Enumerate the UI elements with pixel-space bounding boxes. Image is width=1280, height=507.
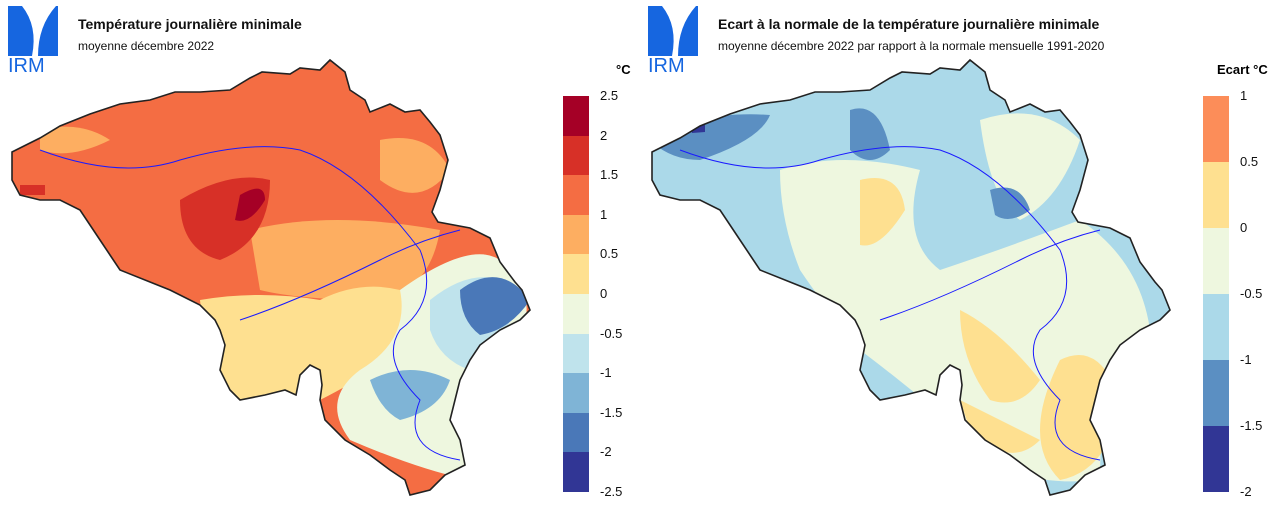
- map-anomaly: [652, 60, 1170, 495]
- legend-tick: -1.5: [600, 404, 623, 420]
- legend-swatch: [563, 214, 589, 255]
- legend-tick: -2: [1240, 484, 1252, 499]
- legend-swatch: [563, 175, 589, 215]
- legend-swatch: [1203, 162, 1229, 228]
- map-title: Température journalière minimale: [78, 16, 302, 32]
- legend-tick: 0: [1240, 220, 1248, 235]
- legend-tick: 2: [600, 127, 608, 143]
- map-title: Ecart à la normale de la température jou…: [718, 16, 1100, 32]
- legend-tick: 1: [600, 206, 608, 222]
- legend-tick: 2.5: [600, 88, 619, 103]
- legend-tick: -0.5: [1240, 286, 1263, 301]
- rivers-left: [39, 146, 461, 461]
- irm-logo: IRM: [648, 6, 698, 79]
- svg-text:IRM: IRM: [648, 55, 685, 74]
- legend-tick: 0.5: [600, 246, 619, 262]
- map-subtitle: moyenne décembre 2022 par rapport à la n…: [718, 39, 1105, 53]
- legend-swatch: [563, 254, 589, 294]
- legend-swatch: [563, 294, 589, 334]
- legend-swatch: [1203, 96, 1229, 162]
- legend-swatch: [563, 373, 589, 413]
- legend-swatch: [1203, 426, 1229, 492]
- map-subtitle: moyenne décembre 2022: [78, 39, 215, 53]
- irm-logo: IRM: [8, 6, 58, 79]
- legend-tick: 0.5: [1240, 154, 1259, 169]
- legend-swatch: [563, 452, 589, 492]
- legend-tick: -2.5: [600, 484, 623, 499]
- rivers-right: [679, 146, 1101, 461]
- svg-text:IRM: IRM: [8, 55, 45, 74]
- legend-tick: -0.5: [600, 325, 623, 341]
- legend-tick: 1: [1240, 88, 1248, 103]
- legend-tick: -1: [600, 365, 612, 381]
- legend-tick: 0: [600, 286, 608, 301]
- legend-unit: °C: [616, 62, 631, 77]
- map-min-temperature: [12, 60, 530, 495]
- legend-tick: 1.5: [600, 167, 619, 183]
- legend-swatch: [1203, 228, 1229, 294]
- legend-swatch: [563, 135, 589, 176]
- legend-unit: Ecart °C: [1217, 62, 1268, 77]
- legend-swatch: [1203, 294, 1229, 360]
- legend-swatch: [1203, 360, 1229, 426]
- legend-tick: -2: [600, 444, 612, 460]
- legend-swatch: [563, 412, 589, 453]
- legend-tick: -1: [1240, 352, 1252, 367]
- legend-swatch: [563, 96, 589, 136]
- legend-tick: -1.5: [1240, 418, 1263, 433]
- legend-swatch: [563, 333, 589, 374]
